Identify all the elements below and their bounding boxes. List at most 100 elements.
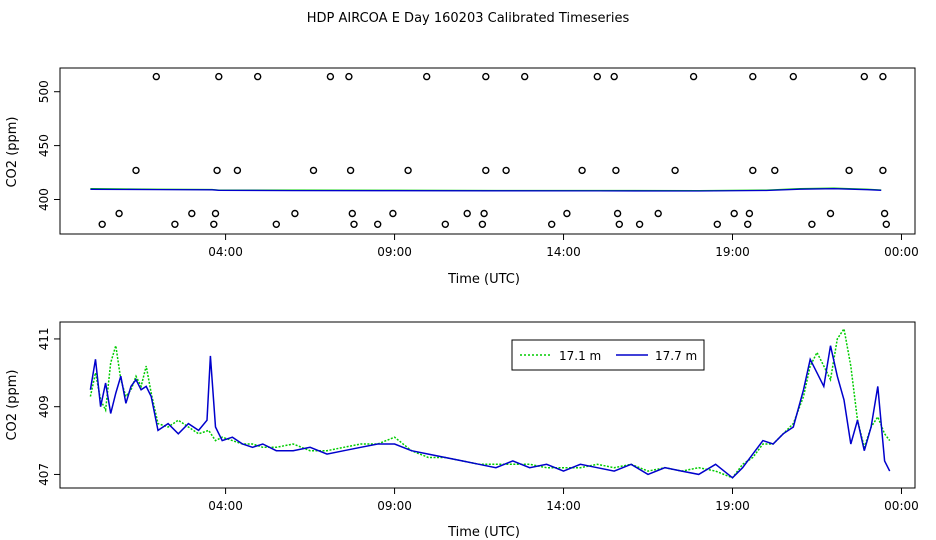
scatter-point bbox=[578, 166, 586, 175]
bottom-y-axis: 407 409 411 bbox=[37, 327, 60, 486]
scatter-point bbox=[593, 72, 601, 81]
scatter-point bbox=[115, 209, 123, 218]
scatter-point bbox=[171, 220, 179, 229]
bottom-x-tick-label: 09:00 bbox=[377, 499, 412, 513]
top-x-tick-label: 00:00 bbox=[884, 245, 919, 259]
bottom-chart-panel: 04:00 09:00 14:00 19:00 00:00 407 409 411 Time… bbox=[5, 321, 919, 540]
scatter-point bbox=[215, 72, 223, 81]
scatter-point bbox=[826, 209, 835, 218]
scatter-point bbox=[423, 72, 431, 81]
legend-label-17-1m: 17.1 m bbox=[559, 349, 601, 363]
scatter-point bbox=[132, 166, 140, 175]
scatter-point bbox=[808, 220, 816, 229]
scatter-point bbox=[350, 220, 358, 229]
scatter-point bbox=[213, 166, 221, 175]
scatter-point bbox=[771, 166, 779, 175]
bottom-x-tick-label: 04:00 bbox=[208, 499, 243, 513]
scatter-point bbox=[749, 166, 757, 175]
bottom-series-lines bbox=[89, 326, 891, 479]
scatter-point bbox=[482, 72, 490, 81]
scatter-point bbox=[389, 209, 397, 218]
scatter-point bbox=[689, 72, 698, 81]
scatter-point bbox=[188, 209, 196, 218]
scatter-point bbox=[374, 220, 382, 229]
scatter-point bbox=[845, 166, 853, 175]
bottom-x-tick-label: 00:00 bbox=[884, 499, 919, 513]
scatter-point bbox=[152, 72, 161, 81]
scatter-point bbox=[463, 209, 471, 218]
scatter-point bbox=[98, 220, 106, 229]
scatter-point bbox=[482, 166, 490, 175]
bottom-y-tick-label: 407 bbox=[37, 463, 51, 486]
scatter-point bbox=[610, 72, 618, 81]
scatter-point bbox=[502, 166, 510, 175]
scatter-point bbox=[615, 220, 623, 229]
scatter-point bbox=[272, 220, 280, 229]
scatter-point bbox=[563, 209, 571, 218]
scatter-point bbox=[233, 166, 242, 175]
legend: 17.1 m 17.7 m bbox=[511, 339, 705, 371]
top-scatter-points bbox=[98, 72, 890, 229]
scatter-point bbox=[441, 220, 449, 229]
scatter-point bbox=[744, 220, 752, 229]
scatter-point bbox=[613, 209, 622, 218]
bottom-y-tick-label: 409 bbox=[37, 395, 51, 418]
bottom-x-tick-label: 19:00 bbox=[715, 499, 750, 513]
top-x-tick-label: 04:00 bbox=[208, 245, 243, 259]
scatter-point bbox=[480, 209, 488, 218]
scatter-point bbox=[713, 220, 721, 229]
figure-title: HDP AIRCOA E Day 160203 Calibrated Times… bbox=[307, 11, 630, 26]
scatter-point bbox=[346, 166, 355, 175]
bottom-x-axis-label: Time (UTC) bbox=[447, 525, 520, 540]
bottom-x-axis: 04:00 09:00 14:00 19:00 00:00 bbox=[208, 488, 919, 513]
scatter-point bbox=[521, 72, 529, 81]
series-line-17-1-m bbox=[89, 326, 891, 479]
top-chart-panel: 04:00 09:00 14:00 19:00 00:00 400 450 500 Time… bbox=[5, 67, 919, 287]
top-x-axis: 04:00 09:00 14:00 19:00 00:00 bbox=[208, 234, 919, 259]
scatter-point bbox=[671, 166, 679, 175]
top-x-tick-label: 14:00 bbox=[546, 245, 581, 259]
scatter-point bbox=[730, 209, 738, 218]
scatter-point bbox=[309, 166, 318, 175]
top-y-axis: 400 450 500 bbox=[37, 80, 60, 211]
top-plot-frame bbox=[59, 67, 916, 235]
scatter-point bbox=[348, 209, 356, 218]
top-series-line bbox=[90, 188, 882, 192]
top-x-axis-label: Time (UTC) bbox=[447, 272, 520, 287]
bottom-y-axis-label: CO2 (ppm) bbox=[5, 369, 20, 440]
scatter-point bbox=[478, 220, 487, 229]
scatter-point bbox=[548, 220, 556, 229]
bottom-plot-frame bbox=[59, 321, 916, 489]
scatter-point bbox=[345, 72, 353, 81]
scatter-point bbox=[254, 72, 262, 81]
scatter-point bbox=[211, 209, 220, 218]
legend-box bbox=[511, 339, 705, 371]
scatter-point bbox=[789, 72, 797, 81]
scatter-point bbox=[860, 72, 868, 81]
scatter-point bbox=[291, 209, 299, 218]
scatter-point bbox=[880, 209, 889, 218]
scatter-point bbox=[326, 72, 335, 81]
series-line-17-7-m bbox=[89, 345, 891, 479]
legend-label-17-7m: 17.7 m bbox=[655, 349, 697, 363]
scatter-point bbox=[612, 166, 620, 175]
scatter-point bbox=[404, 166, 412, 175]
scatter-point bbox=[879, 72, 887, 81]
bottom-y-tick-label: 411 bbox=[37, 327, 51, 350]
scatter-point bbox=[882, 220, 890, 229]
top-y-tick-label: 400 bbox=[37, 188, 51, 211]
scatter-point bbox=[745, 209, 754, 218]
scatter-point bbox=[879, 166, 887, 175]
top-y-axis-label: CO2 (ppm) bbox=[5, 116, 20, 187]
scatter-point bbox=[210, 220, 218, 229]
top-x-tick-label: 19:00 bbox=[715, 245, 750, 259]
scatter-point bbox=[635, 220, 644, 229]
bottom-x-tick-label: 14:00 bbox=[546, 499, 581, 513]
scatter-point bbox=[749, 72, 757, 81]
scatter-point bbox=[654, 209, 662, 218]
top-series-lines bbox=[90, 187, 882, 192]
top-y-tick-label: 500 bbox=[37, 80, 51, 103]
top-y-tick-label: 450 bbox=[37, 134, 51, 157]
top-x-tick-label: 09:00 bbox=[377, 245, 412, 259]
